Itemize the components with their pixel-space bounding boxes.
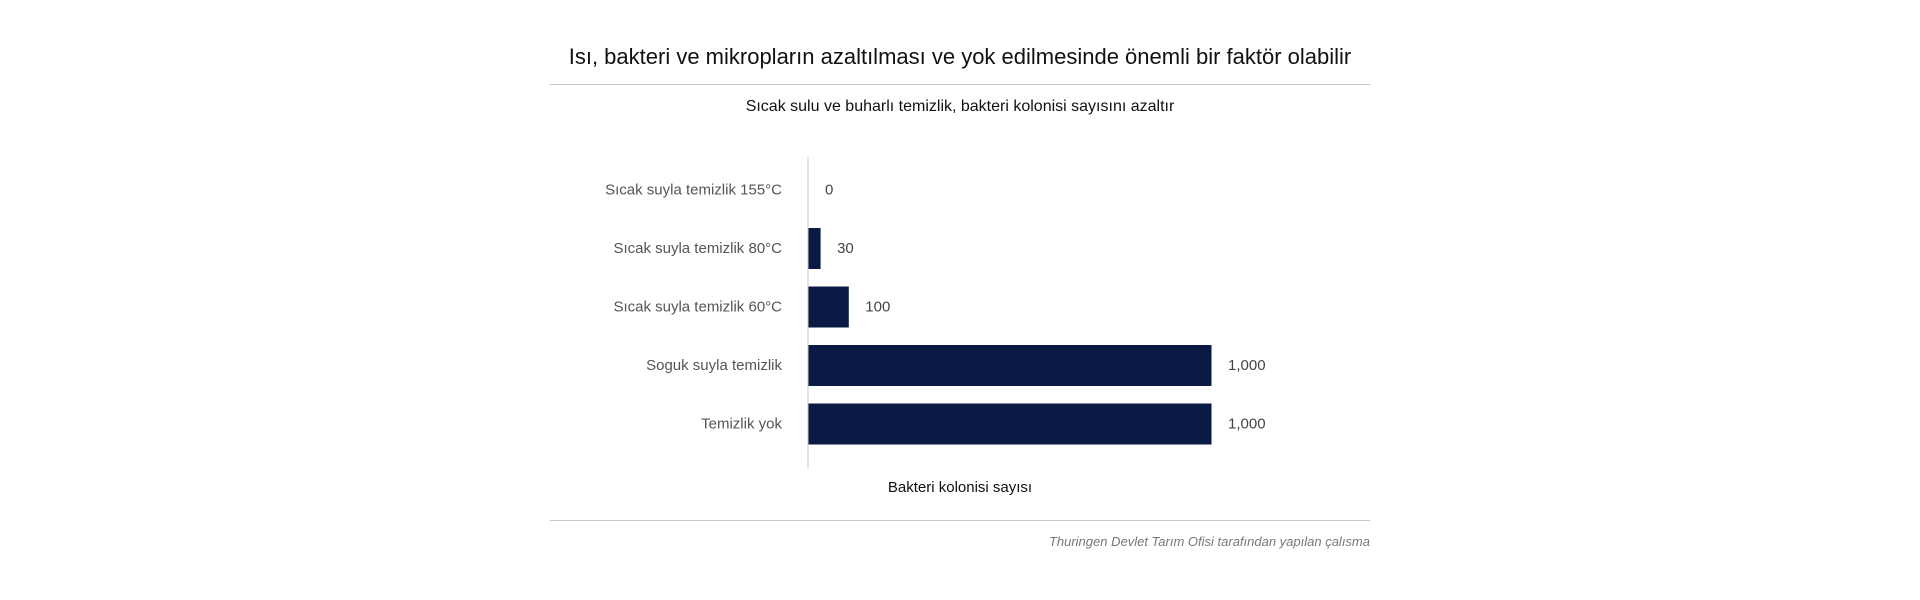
category-label: Sıcak suyla temizlik 80°C	[613, 240, 782, 257]
category-label: Soguk suyla temizlik	[646, 357, 782, 374]
bar	[808, 403, 1212, 445]
bar	[808, 286, 849, 328]
category-label: Sıcak suyla temizlik 155°C	[605, 182, 782, 199]
chart-title: Sıcak sulu ve buharlı temizlik, bakteri …	[745, 98, 1175, 115]
category-label: Temizlik yok	[701, 416, 782, 433]
value-label: 0	[825, 182, 833, 199]
page-title: Isı, bakteri ve mikropların azaltılması …	[568, 44, 1352, 69]
category-label: Sıcak suyla temizlik 60°C	[613, 299, 782, 316]
bar	[808, 228, 821, 269]
value-label: 100	[865, 299, 890, 316]
value-label: 1,000	[1228, 357, 1266, 374]
x-axis-label: Bakteri kolonisi sayısı	[887, 479, 1033, 496]
value-label: 1,000	[1228, 416, 1266, 433]
bottom-divider	[550, 520, 1370, 521]
bar	[808, 345, 1212, 386]
top-divider	[550, 84, 1370, 85]
value-label: 30	[837, 240, 854, 257]
source-note: Thuringen Devlet Tarım Ofisi tarafından …	[1048, 534, 1370, 549]
